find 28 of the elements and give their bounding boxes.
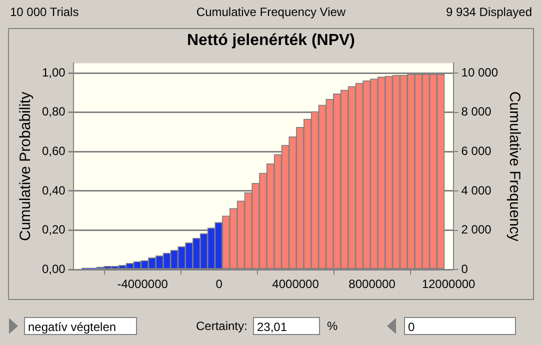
x-tick-label: -4000000	[117, 277, 168, 292]
x-tick-label: 0	[216, 277, 223, 292]
text: Certainty:	[196, 319, 248, 333]
text: %	[327, 319, 338, 333]
chart-title: Nettó jelenérték (NPV)	[186, 32, 356, 50]
text: Cumulative Frequency View	[196, 5, 346, 19]
y-tick-label: 0,00	[42, 262, 66, 276]
x-tick-label: 4000000	[272, 277, 320, 292]
text: 0	[404, 317, 516, 335]
y-tick-label: 0,40	[42, 183, 66, 198]
text: 10 000 Trials	[10, 5, 79, 19]
y-tick-label: 0,60	[42, 144, 66, 158]
y2-tick-label: 6 000	[461, 144, 492, 158]
y-tick-label: 1,00	[42, 65, 66, 80]
y2-tick-label: 2 000	[461, 222, 492, 237]
y2-axis-title: Cumulative Frequency	[506, 91, 523, 242]
y2-tick-label: 0	[461, 262, 468, 276]
text: 9 934 Displayed	[446, 5, 532, 19]
y2-tick-label: 4 000	[461, 183, 492, 198]
y2-tick-label: 8 000	[461, 104, 492, 119]
y-tick-label: 0,80	[42, 104, 66, 119]
x-tick-label: 12000000	[422, 277, 476, 292]
x-tick-label: 8000000	[348, 277, 396, 292]
y-tick-label: 0,20	[42, 222, 66, 237]
y2-tick-label: 10 000	[461, 65, 498, 80]
y-axis-title: Cumulative Probability	[17, 91, 34, 242]
text: 23,01	[253, 317, 320, 335]
text: negatív végtelen	[24, 317, 137, 335]
